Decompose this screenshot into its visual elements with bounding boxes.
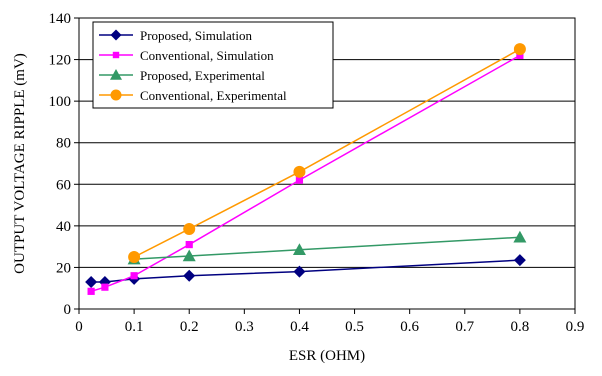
data-point <box>128 251 141 264</box>
data-point <box>293 265 306 278</box>
x-axis-label: ESR (OHM) <box>289 348 365 364</box>
data-point <box>182 249 196 262</box>
data-point <box>101 283 109 291</box>
y-tick-label: 20 <box>56 260 71 276</box>
data-point <box>130 272 138 280</box>
x-tick-label: 0.1 <box>125 319 144 335</box>
legend-label: Conventional, Simulation <box>140 48 274 63</box>
data-point <box>513 230 527 243</box>
series-layer <box>85 43 527 295</box>
y-axis-ticks: 0 20 40 60 80 100 120 140 <box>49 11 79 318</box>
legend-marker <box>110 29 122 41</box>
legend-entry: Conventional, Experimental <box>99 88 287 103</box>
x-tick-label: 0.7 <box>455 319 474 335</box>
data-point <box>513 254 526 267</box>
y-tick-label: 80 <box>56 136 71 152</box>
data-point <box>513 43 526 56</box>
y-tick-label: 40 <box>56 219 71 235</box>
y-axis-label: OUTPUT VOLTAGE RIPPLE (mV) <box>12 53 28 274</box>
data-point <box>292 243 306 255</box>
legend-label: Proposed, Experimental <box>140 68 265 83</box>
legend-label: Conventional, Experimental <box>140 88 287 103</box>
data-point <box>183 222 196 235</box>
data-point <box>85 275 98 288</box>
y-tick-label: 120 <box>49 53 72 69</box>
series-1 <box>87 51 524 295</box>
data-point <box>295 176 304 184</box>
y-tick-label: 140 <box>49 11 72 27</box>
legend-box <box>92 21 334 109</box>
x-tick-label: 0.9 <box>566 319 585 335</box>
data-point <box>183 269 196 282</box>
x-tick-label: 0.3 <box>235 319 254 335</box>
x-tick-label: 0.8 <box>511 319 530 335</box>
series-0 <box>85 254 526 288</box>
x-tick-label: 0.5 <box>345 319 364 335</box>
legend: Proposed, Simulation Conventional, Simula… <box>92 21 334 109</box>
legend-marker <box>110 69 122 80</box>
data-point <box>516 51 524 60</box>
legend-label: Proposed, Simulation <box>140 28 252 43</box>
data-point <box>87 287 95 295</box>
x-axis-ticks: 0 0.1 0.2 0.3 0.4 0.5 0.6 0.7 0.8 0.9 <box>75 309 584 335</box>
legend-marker <box>112 51 120 59</box>
legend-marker <box>110 89 122 101</box>
y-tick-label: 100 <box>49 94 72 110</box>
series-3 <box>128 43 526 264</box>
legend-entry: Proposed, Experimental <box>99 68 265 83</box>
data-point <box>293 165 306 178</box>
legend-entry: Conventional, Simulation <box>99 48 274 63</box>
plot-area <box>78 17 576 310</box>
x-tick-label: 0.4 <box>290 319 309 335</box>
x-tick-label: 0 <box>75 319 83 335</box>
series-line <box>134 236 520 260</box>
legend-entry: Proposed, Simulation <box>99 28 252 43</box>
x-tick-label: 0.2 <box>180 319 199 335</box>
y-tick-label: 60 <box>56 177 71 193</box>
data-point <box>185 240 193 249</box>
series-line <box>133 48 521 258</box>
y-tick-label: 0 <box>64 302 72 318</box>
x-tick-label: 0.6 <box>400 319 419 335</box>
